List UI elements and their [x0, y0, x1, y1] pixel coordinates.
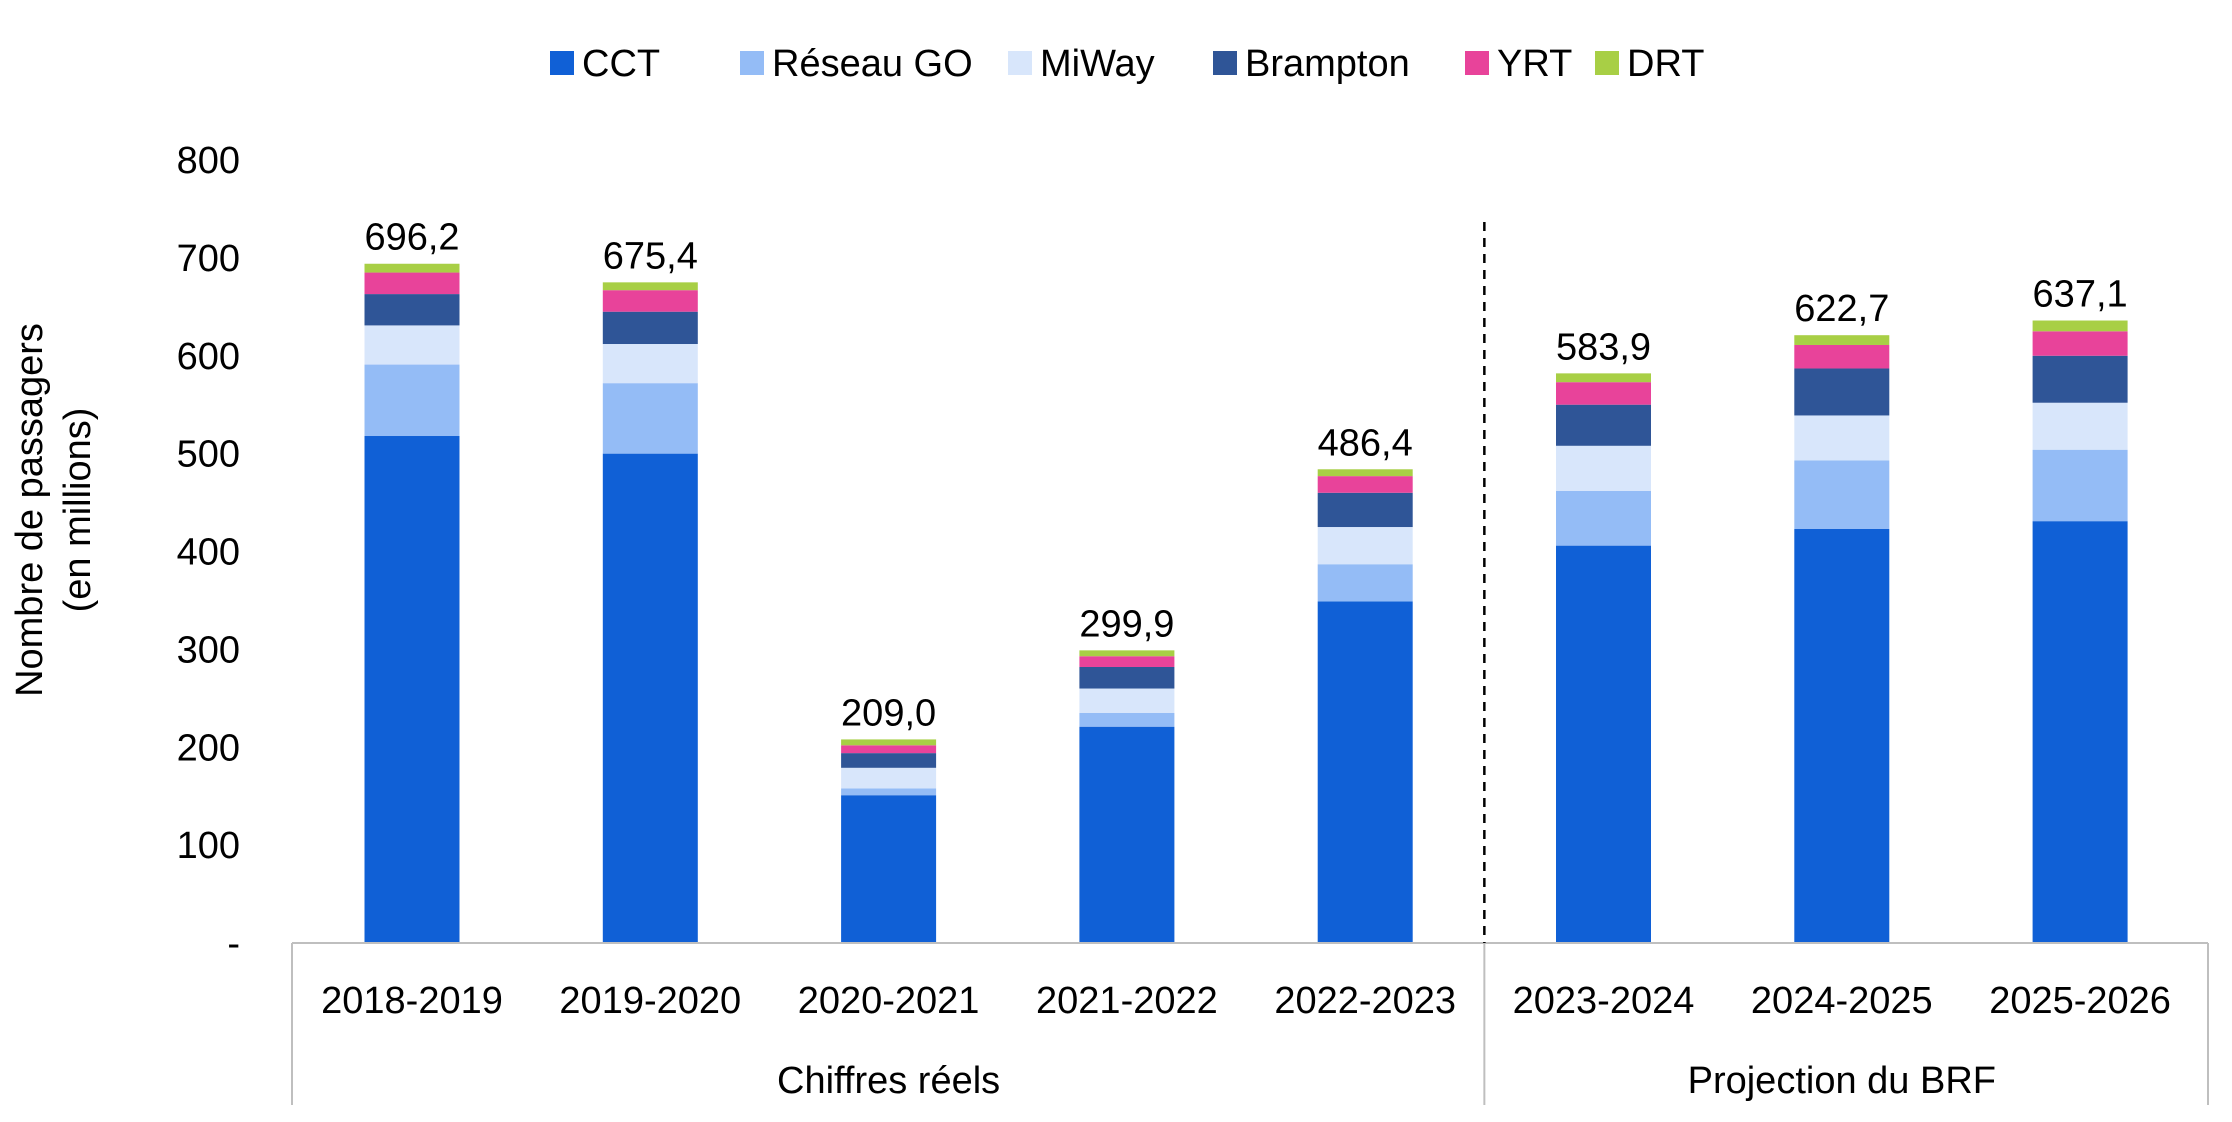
y-tick-label-800: 800 — [177, 140, 240, 182]
x-tick-label-2023-2024: 2023-2024 — [1513, 980, 1695, 1022]
x-tick-label-2022-2023: 2022-2023 — [1274, 980, 1456, 1022]
legend-label-reseau-go: Réseau GO — [772, 43, 973, 85]
y-tick-label-500: 500 — [177, 434, 240, 476]
y-tick-label-100: 100 — [177, 825, 240, 867]
bar-segment-miway-2018-2019 — [364, 325, 460, 365]
bar-segment-drt-2019-2020 — [602, 282, 698, 291]
total-label-2025-2026: 637,1 — [2033, 274, 2128, 316]
bar-segment-miway-2021-2022 — [1079, 688, 1175, 713]
bar-segment-drt-2018-2019 — [364, 263, 460, 273]
bar-segment-yrt-2023-2024 — [1556, 382, 1651, 405]
total-label-2020-2021: 209,0 — [841, 692, 936, 734]
total-label-2021-2022: 299,9 — [1079, 603, 1174, 645]
bars — [364, 263, 2128, 943]
group-label-projection-du-brf: Projection du BRF — [1688, 1060, 1996, 1102]
total-label-2024-2025: 622,7 — [1794, 288, 1889, 330]
legend: CCT Réseau GO MiWay Brampton YRT DRT — [550, 43, 1704, 85]
bar-segment-drt-2021-2022 — [1079, 650, 1175, 657]
x-axis — [291, 942, 2209, 1105]
bar-segment-miway-2020-2021 — [841, 767, 937, 789]
y-axis-ticks: - 100 200 300 400 500 600 700 800 — [177, 140, 240, 965]
total-label-2022-2023: 486,4 — [1318, 422, 1413, 464]
bar-segment-reseau-go-2024-2025 — [1794, 460, 1890, 529]
bar-segment-reseau-go-2022-2023 — [1317, 564, 1413, 602]
bar-segment-reseau-go-2020-2021 — [841, 788, 937, 796]
y-axis-title-line2: (en millions) — [57, 408, 99, 613]
bar-segment-brampton-2019-2020 — [602, 311, 698, 345]
bar-segment-drt-2024-2025 — [1794, 335, 1890, 345]
bar-segment-cct-2025-2026 — [2032, 521, 2128, 943]
legend-swatch-cct — [550, 51, 574, 75]
x-tick-label-2020-2021: 2020-2021 — [798, 980, 980, 1022]
bar-segment-reseau-go-2023-2024 — [1556, 490, 1651, 546]
bar-segment-drt-2023-2024 — [1556, 373, 1651, 383]
group-label-chiffres-reels: Chiffres réels — [777, 1060, 1000, 1102]
bar-segment-cct-2021-2022 — [1079, 726, 1175, 943]
legend-swatch-reseau-go — [740, 51, 764, 75]
bar-segment-brampton-2023-2024 — [1556, 404, 1651, 446]
legend-swatch-brampton — [1213, 51, 1237, 75]
y-tick-label-600: 600 — [177, 336, 240, 378]
bar-segment-reseau-go-2018-2019 — [364, 364, 460, 437]
total-label-2018-2019: 696,2 — [364, 217, 459, 259]
bar-segment-cct-2023-2024 — [1556, 545, 1651, 943]
legend-label-cct: CCT — [582, 43, 660, 85]
legend-swatch-drt — [1595, 51, 1619, 75]
bar-segment-drt-2025-2026 — [2032, 320, 2128, 332]
legend-swatch-miway — [1008, 51, 1032, 75]
bar-segment-cct-2024-2025 — [1794, 528, 1890, 943]
bar-segment-yrt-2020-2021 — [841, 745, 937, 754]
bar-segment-miway-2024-2025 — [1794, 415, 1890, 461]
y-tick-label-300: 300 — [177, 629, 240, 671]
bar-segment-brampton-2022-2023 — [1317, 492, 1413, 528]
legend-label-yrt: YRT — [1497, 43, 1572, 85]
bar-segment-reseau-go-2021-2022 — [1079, 712, 1175, 727]
total-label-2023-2024: 583,9 — [1556, 326, 1651, 368]
x-axis-labels: 2018-2019 2019-2020 2020-2021 2021-2022 2022… — [321, 980, 2171, 1022]
y-tick-label-700: 700 — [177, 238, 240, 280]
bar-segment-miway-2023-2024 — [1556, 445, 1651, 491]
y-tick-label-400: 400 — [177, 532, 240, 574]
bar-segment-cct-2022-2023 — [1317, 601, 1413, 943]
y-tick-label-200: 200 — [177, 727, 240, 769]
x-tick-label-2019-2020: 2019-2020 — [559, 980, 741, 1022]
bar-segment-yrt-2022-2023 — [1317, 476, 1413, 493]
bar-segment-reseau-go-2025-2026 — [2032, 449, 2128, 522]
y-axis-title: Nombre de passagers (en millions) — [9, 323, 99, 697]
legend-swatch-yrt — [1465, 51, 1489, 75]
bar-segment-brampton-2018-2019 — [364, 294, 460, 326]
x-tick-label-2018-2019: 2018-2019 — [321, 980, 503, 1022]
bar-segment-drt-2020-2021 — [841, 739, 937, 746]
group-labels: Chiffres réels Projection du BRF — [777, 1060, 1996, 1102]
y-tick-label-0: - — [227, 923, 240, 965]
x-tick-label-2025-2026: 2025-2026 — [1989, 980, 2171, 1022]
bar-segment-brampton-2020-2021 — [841, 753, 937, 768]
bar-segment-miway-2025-2026 — [2032, 402, 2128, 450]
bar-segment-miway-2019-2020 — [602, 344, 698, 384]
bar-segment-yrt-2018-2019 — [364, 272, 460, 295]
total-labels: 696,2 675,4 209,0 299,9 486,4 583,9 622,7 637,1 — [364, 217, 2127, 735]
bar-segment-yrt-2021-2022 — [1079, 656, 1175, 667]
bar-segment-cct-2020-2021 — [841, 795, 937, 943]
legend-label-drt: DRT — [1627, 43, 1704, 85]
bar-segment-brampton-2024-2025 — [1794, 368, 1890, 416]
x-tick-label-2024-2025: 2024-2025 — [1751, 980, 1933, 1022]
bar-segment-yrt-2024-2025 — [1794, 344, 1890, 369]
bar-segment-cct-2018-2019 — [364, 436, 460, 943]
bar-segment-miway-2022-2023 — [1317, 527, 1413, 565]
bar-segment-cct-2019-2020 — [602, 453, 698, 943]
legend-label-brampton: Brampton — [1245, 43, 1410, 85]
bar-segment-yrt-2025-2026 — [2032, 331, 2128, 356]
bar-segment-brampton-2021-2022 — [1079, 666, 1175, 689]
bar-segment-brampton-2025-2026 — [2032, 355, 2128, 403]
bar-segment-yrt-2019-2020 — [602, 290, 698, 312]
bar-segment-reseau-go-2019-2020 — [602, 383, 698, 454]
total-label-2019-2020: 675,4 — [603, 235, 698, 277]
y-axis-title-line1: Nombre de passagers — [9, 323, 51, 697]
bar-segment-drt-2022-2023 — [1317, 469, 1413, 477]
legend-label-miway: MiWay — [1040, 43, 1155, 85]
x-tick-label-2021-2022: 2021-2022 — [1036, 980, 1218, 1022]
